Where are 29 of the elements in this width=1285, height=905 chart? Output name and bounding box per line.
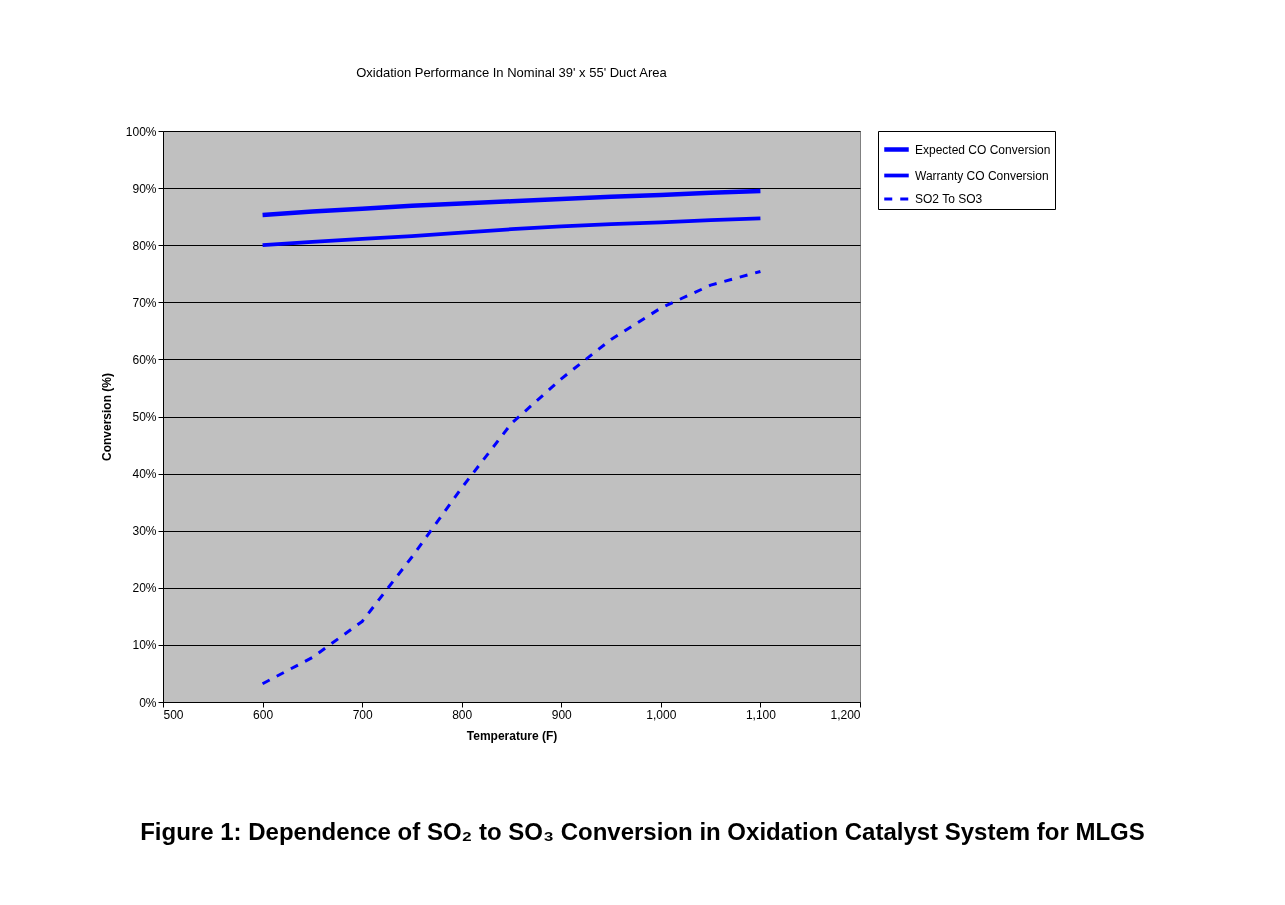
y-tick-label: 30% bbox=[132, 524, 157, 539]
x-tick-label: 800 bbox=[452, 707, 473, 722]
legend-label: Warranty CO Conversion bbox=[915, 168, 1049, 183]
line-series bbox=[260, 216, 763, 248]
line-series bbox=[260, 188, 763, 218]
x-tick-label: 600 bbox=[253, 707, 274, 722]
x-tick-label: 1,200 bbox=[830, 707, 861, 722]
y-axis-title: Conversion (%) bbox=[99, 372, 114, 462]
y-tick-label: 0% bbox=[139, 695, 157, 710]
legend-label: SO2 To SO3 bbox=[915, 192, 983, 206]
y-tick-label: 50% bbox=[132, 410, 157, 424]
y-tick-label: 60% bbox=[132, 352, 157, 367]
y-tick-label: 100% bbox=[125, 124, 157, 139]
line-series bbox=[261, 269, 762, 686]
y-tick-label: 20% bbox=[132, 581, 157, 596]
y-tick-label: 10% bbox=[132, 638, 157, 653]
y-tick-label: 70% bbox=[132, 295, 157, 310]
x-tick-label: 1,000 bbox=[646, 707, 677, 722]
x-tick-label: 700 bbox=[352, 707, 373, 722]
x-tick-label: 1,100 bbox=[745, 707, 777, 722]
y-tick-label: 40% bbox=[132, 467, 157, 482]
legend-label: Expected CO Conversion bbox=[915, 142, 1051, 157]
x-tick-label: 500 bbox=[163, 707, 184, 722]
y-tick-label: 90% bbox=[132, 181, 157, 196]
chart-title: Oxidation Performance In Nominal 39' x 55' Duct Area bbox=[356, 65, 668, 80]
x-tick-label: 900 bbox=[551, 707, 573, 722]
caption: Figure 1: Dependence of SO₂ to SO₃ Conversion in Oxidation Catalyst System for MLGS bbox=[139, 818, 1146, 846]
y-tick-label: 80% bbox=[132, 238, 157, 253]
x-axis-title: Temperature (F) bbox=[466, 728, 558, 743]
